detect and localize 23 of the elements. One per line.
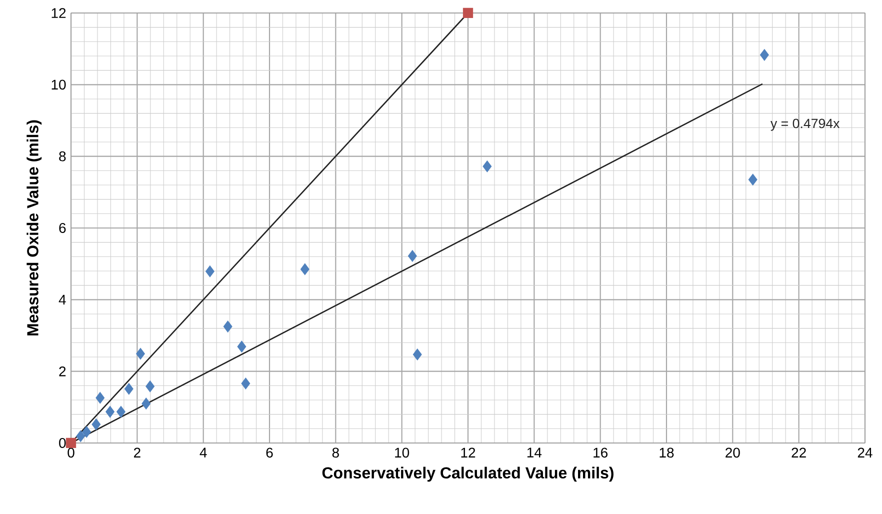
y-tick-label: 2 <box>59 366 66 376</box>
x-axis-title: Conservatively Calculated Value (mils) <box>322 466 614 482</box>
y-tick-label: 8 <box>59 151 66 162</box>
x-tick-label: 20 <box>726 448 740 458</box>
y-tick-label: 12 <box>52 8 66 18</box>
x-tick-label: 4 <box>200 448 207 458</box>
x-tick-label: 14 <box>527 448 542 458</box>
annotation: y = 0.4794x <box>770 118 840 131</box>
y-axis-title: Measured Oxide Value (mils) <box>26 120 42 336</box>
y-tick-label: 4 <box>58 294 66 304</box>
y-tick-label: 10 <box>52 80 66 90</box>
x-tick-label: 2 <box>134 448 140 458</box>
x-tick-label: 22 <box>792 448 806 458</box>
x-tick-label: 12 <box>461 448 476 458</box>
x-tick-label: 16 <box>594 448 608 458</box>
x-tick-label: 0 <box>68 448 74 458</box>
x-tick-label: 6 <box>266 448 273 458</box>
x-tick-label: 10 <box>395 448 410 458</box>
x-tick-label: 18 <box>660 448 674 458</box>
x-tick-label: 24 <box>858 448 872 458</box>
y-tick-label: 0 <box>59 438 66 448</box>
x-tick-label: 8 <box>332 448 339 458</box>
y-tick-label: 6 <box>59 223 66 233</box>
